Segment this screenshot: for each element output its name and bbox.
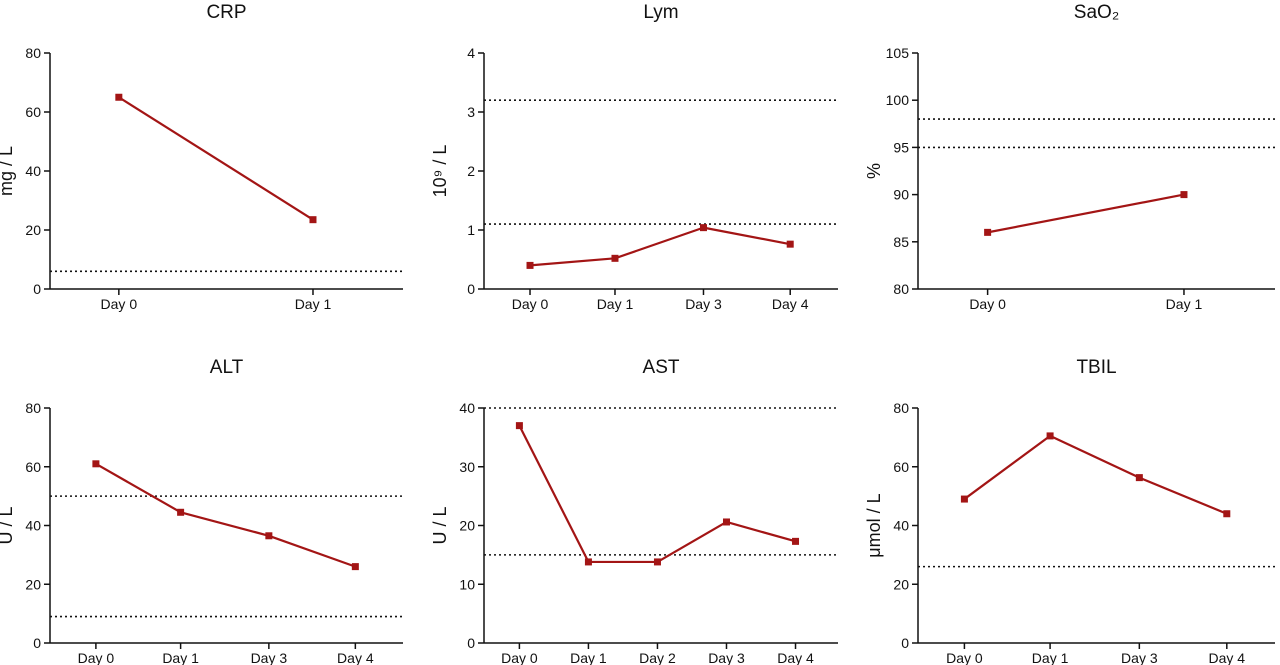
- data-point: [92, 460, 100, 468]
- chart-panel-sao-: SaO₂% 80 85 90 95 100 105 Day 0 Day 1: [864, 2, 1275, 312]
- data-point: [526, 261, 534, 269]
- y-tick-label: 80: [893, 400, 909, 416]
- panel-title: CRP: [206, 2, 246, 23]
- x-tick-label: Day 3: [1121, 650, 1158, 665]
- data-point: [984, 228, 992, 236]
- y-tick-label: 0: [33, 281, 41, 297]
- y-tick-label: 40: [25, 518, 41, 534]
- data-point: [1135, 474, 1143, 482]
- data-point: [115, 93, 123, 101]
- chart-panel-lym: Lym 10⁹ / L 0 1 2 3 4 Day 0 Day 1 Day 3 Day 4: [430, 2, 838, 312]
- y-tick-label: 0: [467, 281, 475, 297]
- y-tick-label: 80: [893, 281, 909, 297]
- y-tick-label: 0: [33, 635, 41, 651]
- y-tick-label: 90: [893, 187, 909, 203]
- chart-panel-alt: ALT U / L 0 20 40 60 80 Day 0 Day 1 Day 3 Day 4: [0, 357, 403, 665]
- y-tick-label: 80: [25, 400, 41, 416]
- data-point: [699, 224, 707, 232]
- data-point: [1046, 432, 1054, 440]
- x-tick-label: Day 1: [295, 296, 332, 312]
- data-point: [786, 240, 794, 248]
- y-axis-label: mg / L: [0, 146, 16, 196]
- y-tick-label: 100: [886, 92, 910, 108]
- x-tick-label: Day 1: [1032, 650, 1069, 665]
- y-tick-label: 40: [25, 163, 41, 179]
- y-tick-label: 20: [25, 222, 41, 238]
- data-point: [960, 495, 968, 503]
- x-tick-label: Day 1: [162, 650, 199, 665]
- data-point: [1180, 191, 1188, 199]
- y-tick-label: 10: [459, 576, 475, 592]
- x-tick-label: Day 3: [251, 650, 288, 665]
- x-tick-label: Day 0: [512, 296, 549, 312]
- x-tick-label: Day 4: [777, 650, 814, 665]
- data-point: [722, 518, 730, 526]
- x-tick-label: Day 3: [685, 296, 722, 312]
- x-tick-label: Day 0: [101, 296, 138, 312]
- y-tick-label: 2: [467, 163, 475, 179]
- y-axis-label: U / L: [430, 506, 450, 544]
- chart-panel-crp: CRP mg / L 0 20 40 60 80 Day 0 Day 1: [0, 2, 403, 312]
- x-tick-label: Day 3: [708, 650, 745, 665]
- x-tick-label: Day 0: [501, 650, 538, 665]
- chart-panel-tbil: TBIL μmol / L 0 20 40 60 80 Day 0 Day 1 Day 3 Day …: [864, 357, 1275, 665]
- x-tick-label: Day 4: [1209, 650, 1246, 665]
- series-line: [518, 425, 796, 564]
- y-tick-label: 40: [893, 518, 909, 534]
- data-point: [792, 537, 800, 545]
- data-point: [265, 532, 273, 540]
- y-tick-label: 20: [459, 518, 475, 534]
- y-axis-label: %: [864, 163, 884, 179]
- series-line: [529, 226, 791, 267]
- panel-title: ALT: [210, 357, 244, 378]
- y-tick-label: 20: [893, 576, 909, 592]
- x-tick-label: Day 0: [78, 650, 115, 665]
- y-tick-label: 0: [901, 635, 909, 651]
- y-tick-label: 95: [893, 139, 909, 155]
- y-tick-label: 0: [467, 635, 475, 651]
- y-tick-label: 3: [467, 104, 475, 120]
- y-tick-label: 1: [467, 222, 475, 238]
- y-axis-label: μmol / L: [864, 493, 884, 557]
- data-point: [653, 558, 661, 566]
- y-tick-label: 60: [25, 104, 41, 120]
- data-point: [351, 563, 359, 571]
- x-tick-label: Day 1: [597, 296, 634, 312]
- y-tick-label: 80: [25, 45, 41, 61]
- chart-panel-ast: AST U / L 0 10 20 30 40 Day 0 Day 1 Day 2 Day 3 Day…: [430, 357, 838, 665]
- y-tick-label: 60: [25, 459, 41, 475]
- x-tick-label: Day 0: [969, 296, 1006, 312]
- y-axis-label: U / L: [0, 506, 16, 544]
- y-tick-label: 4: [467, 45, 475, 61]
- series-line: [95, 462, 356, 568]
- panel-title: Lym: [643, 2, 678, 23]
- panel-title: AST: [643, 357, 680, 378]
- data-point: [584, 558, 592, 566]
- data-point: [177, 508, 185, 516]
- data-point: [1223, 510, 1231, 518]
- data-point: [309, 216, 317, 224]
- x-tick-label: Day 2: [639, 650, 676, 665]
- x-tick-label: Day 4: [337, 650, 374, 665]
- panel-title: SaO₂: [1074, 2, 1119, 23]
- series-line: [118, 96, 314, 221]
- data-point: [611, 254, 619, 262]
- series-line: [963, 434, 1228, 515]
- series-line: [987, 193, 1185, 234]
- y-tick-label: 30: [459, 459, 475, 475]
- x-tick-label: Day 1: [570, 650, 607, 665]
- x-tick-label: Day 1: [1166, 296, 1203, 312]
- y-tick-label: 40: [459, 400, 475, 416]
- y-tick-label: 20: [25, 576, 41, 592]
- y-tick-label: 85: [893, 234, 909, 250]
- y-axis-label: 10⁹ / L: [430, 145, 450, 198]
- data-point: [515, 422, 523, 430]
- y-tick-label: 60: [893, 459, 909, 475]
- x-tick-label: Day 4: [772, 296, 809, 312]
- panel-title: TBIL: [1076, 357, 1116, 378]
- y-tick-label: 105: [886, 45, 910, 61]
- x-tick-label: Day 0: [946, 650, 983, 665]
